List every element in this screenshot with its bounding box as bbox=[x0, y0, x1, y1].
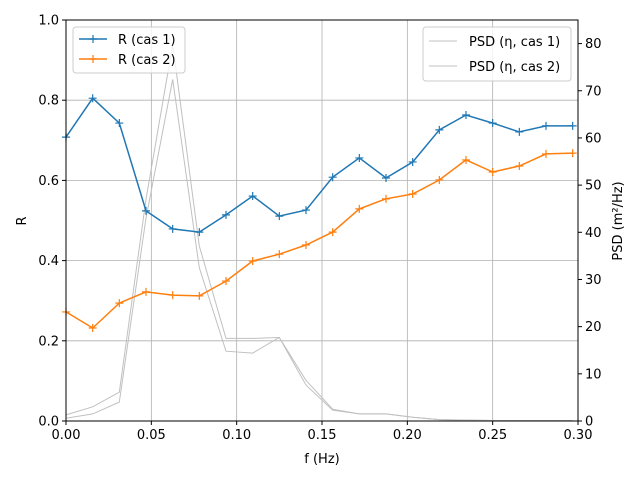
series-line-3 bbox=[65, 79, 573, 421]
data-point-marker bbox=[195, 291, 204, 300]
series-line-2 bbox=[65, 44, 573, 421]
data-point-marker bbox=[88, 94, 97, 103]
x-tick-label: 0.15 bbox=[308, 428, 337, 443]
data-point-marker bbox=[275, 212, 284, 221]
x-axis: 0.00 0.05 0.10 0.15 0.20 0.25 0.30 bbox=[52, 421, 593, 443]
series-line-0 bbox=[65, 97, 573, 233]
data-point-marker bbox=[115, 119, 124, 128]
y-right-tick-label: 0 bbox=[585, 415, 593, 430]
data-point-marker bbox=[115, 299, 124, 308]
data-point-marker bbox=[355, 153, 364, 162]
data-point-marker bbox=[568, 121, 577, 130]
y-right-tick-label: 10 bbox=[585, 367, 602, 382]
data-point-marker bbox=[408, 157, 417, 166]
y-tick-label: 1.0 bbox=[38, 14, 59, 29]
y-tick-label: 0.2 bbox=[38, 334, 59, 349]
x-tick-label: 0.10 bbox=[222, 428, 251, 443]
x-axis-label: f (Hz) bbox=[304, 452, 339, 467]
y-tick-label: 0.8 bbox=[38, 94, 59, 109]
y-right-tick-label: 60 bbox=[585, 131, 602, 146]
data-point-marker bbox=[435, 175, 444, 184]
data-point-marker bbox=[462, 111, 470, 120]
x-tick-label: 0.05 bbox=[137, 428, 166, 443]
y-right-tick-label: 20 bbox=[585, 320, 602, 335]
x-tick-label: 0.30 bbox=[564, 428, 593, 443]
data-point-marker bbox=[142, 206, 150, 215]
data-point-marker bbox=[88, 323, 97, 332]
legend-r-cas1: R (cas 1) bbox=[118, 33, 176, 48]
legend-right: PSD (η, cas 1) PSD (η, cas 2) bbox=[422, 26, 572, 82]
data-point-marker bbox=[488, 119, 497, 128]
data-point-marker bbox=[302, 206, 310, 215]
data-point-marker bbox=[462, 155, 470, 164]
data-point-marker bbox=[408, 190, 417, 199]
data-point-marker bbox=[435, 125, 444, 134]
data-point-marker bbox=[222, 210, 230, 219]
data-point-marker bbox=[542, 121, 550, 130]
data-point-marker bbox=[328, 173, 337, 182]
y-tick-label: 0.6 bbox=[38, 174, 59, 189]
y-right-tick-label: 70 bbox=[585, 84, 602, 99]
data-point-marker bbox=[568, 149, 577, 158]
data-point-marker bbox=[515, 161, 524, 170]
data-point-marker bbox=[275, 250, 284, 259]
r-lines bbox=[62, 94, 577, 332]
data-point-marker bbox=[168, 224, 177, 233]
y-right-tick-label: 40 bbox=[585, 226, 602, 241]
psd-lines bbox=[65, 44, 573, 421]
legend-r-cas2: R (cas 2) bbox=[118, 53, 176, 68]
y-tick-label: 0.4 bbox=[38, 254, 59, 269]
y-right-tick-label: 50 bbox=[585, 179, 602, 194]
y-tick-label: 0.0 bbox=[38, 415, 59, 430]
y-right-tick-label: 80 bbox=[585, 37, 602, 52]
y-right-tick-label: 30 bbox=[585, 273, 602, 288]
data-point-marker bbox=[515, 127, 524, 136]
data-point-marker bbox=[168, 291, 177, 300]
data-point-marker bbox=[382, 194, 390, 203]
data-point-marker bbox=[222, 277, 230, 286]
x-tick-label: 0.25 bbox=[478, 428, 507, 443]
series-line-1 bbox=[65, 152, 573, 329]
data-point-marker bbox=[488, 167, 497, 176]
data-point-marker bbox=[382, 173, 390, 182]
data-point-marker bbox=[248, 192, 257, 201]
y-axis-right: 0 10 20 30 40 50 60 70 80 bbox=[578, 37, 602, 430]
x-tick-label: 0.20 bbox=[393, 428, 422, 443]
y-axis-right-label: PSD (m²/Hz) bbox=[611, 181, 626, 260]
data-point-marker bbox=[328, 228, 337, 237]
y-axis-left: 0.0 0.2 0.4 0.6 0.8 1.0 bbox=[38, 14, 66, 430]
legend-psd-cas1: PSD (η, cas 1) bbox=[469, 35, 560, 50]
data-point-marker bbox=[248, 257, 257, 266]
data-point-marker bbox=[542, 149, 550, 158]
legend-left: R (cas 1) R (cas 2) bbox=[72, 26, 186, 74]
x-tick-label: 0.00 bbox=[52, 428, 81, 443]
data-point-marker bbox=[355, 204, 364, 213]
y-axis-label: R bbox=[15, 216, 30, 225]
data-point-marker bbox=[142, 287, 150, 296]
data-point-marker bbox=[195, 228, 204, 237]
data-point-marker bbox=[302, 240, 310, 249]
legend-psd-cas2: PSD (η, cas 2) bbox=[469, 60, 560, 75]
